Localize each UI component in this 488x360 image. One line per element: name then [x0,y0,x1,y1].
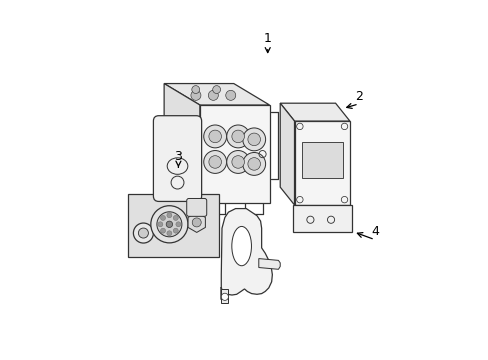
Circle shape [173,228,178,233]
Circle shape [247,158,260,170]
Circle shape [158,222,163,227]
Circle shape [160,215,165,220]
Circle shape [166,213,172,218]
Circle shape [191,86,199,94]
Circle shape [203,125,226,148]
Polygon shape [188,212,205,233]
Polygon shape [200,105,269,203]
Polygon shape [164,84,269,105]
Circle shape [231,156,244,168]
Circle shape [221,293,228,300]
Circle shape [173,215,178,220]
Circle shape [208,130,221,143]
Circle shape [138,228,148,238]
Circle shape [247,133,260,146]
Text: 4: 4 [370,225,378,238]
Polygon shape [221,289,228,303]
FancyBboxPatch shape [153,116,201,202]
Text: 2: 2 [354,90,362,103]
Text: 1: 1 [263,32,271,45]
Circle shape [208,156,221,168]
Polygon shape [292,205,351,232]
Circle shape [192,218,201,227]
Circle shape [133,223,153,243]
Circle shape [242,128,265,151]
Circle shape [166,221,172,228]
Bar [301,143,342,178]
Polygon shape [164,84,200,203]
Circle shape [160,228,165,233]
Circle shape [242,153,265,175]
Polygon shape [221,208,272,300]
Circle shape [226,125,249,148]
Circle shape [231,130,244,143]
Circle shape [225,90,235,100]
Circle shape [166,231,172,236]
Polygon shape [280,103,349,121]
Circle shape [157,212,182,237]
FancyBboxPatch shape [186,198,206,216]
Polygon shape [294,121,349,205]
Circle shape [203,150,226,174]
Polygon shape [258,258,280,269]
Circle shape [226,150,249,174]
Text: 3: 3 [174,150,182,163]
Bar [128,194,219,257]
Circle shape [190,90,201,100]
Polygon shape [280,103,294,205]
Circle shape [212,86,220,94]
Circle shape [176,222,181,227]
Circle shape [208,90,218,100]
Circle shape [150,206,187,243]
Ellipse shape [231,226,251,266]
